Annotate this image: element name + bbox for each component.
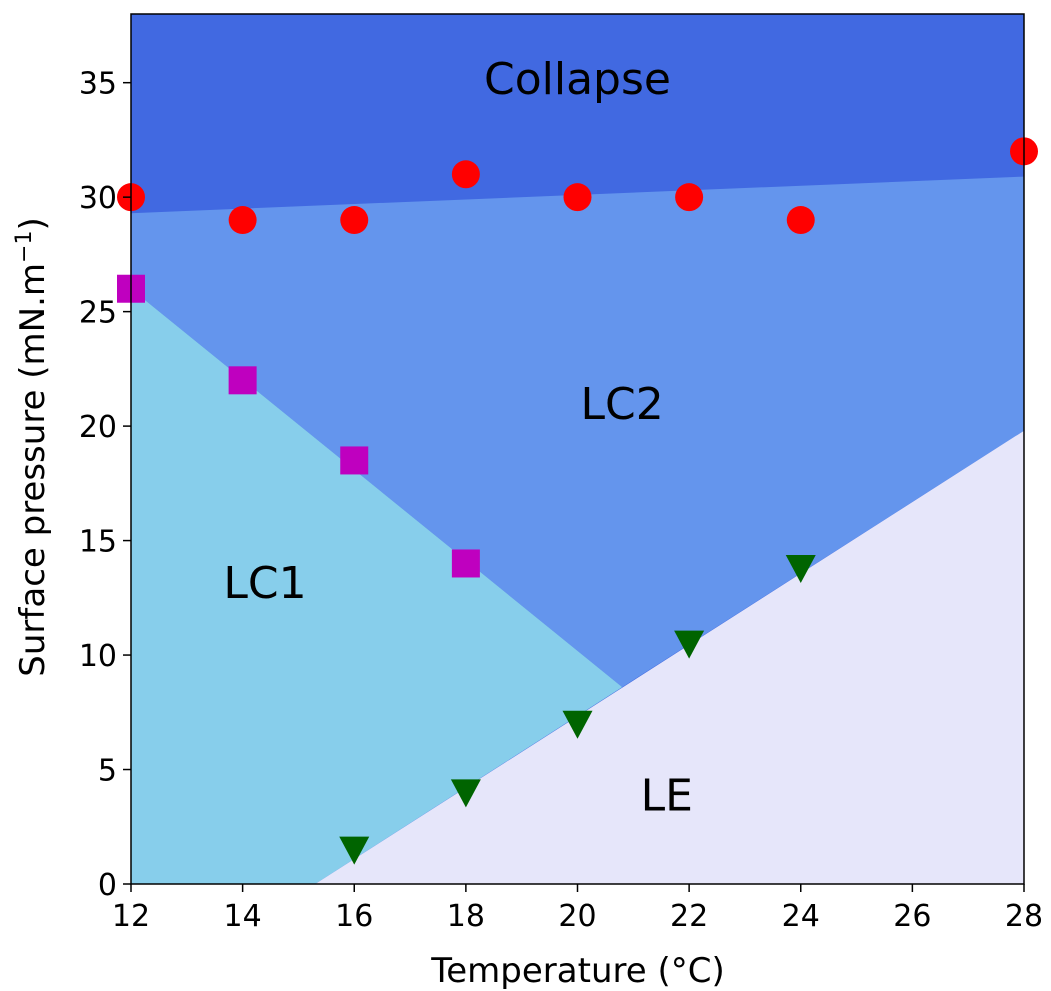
le-transition-point (674, 630, 705, 659)
x-tick-label: 16 (335, 899, 373, 934)
x-axis-title: Temperature (°C) (430, 951, 724, 991)
y-tick-label: 25 (79, 296, 117, 331)
le-transition-point (339, 836, 370, 865)
y-axis-title-main: Surface pressure (mN.m (13, 263, 53, 677)
y-tick-label: 10 (79, 639, 117, 674)
region-label-collapse: Collapse (484, 54, 671, 105)
collapse-point (451, 160, 480, 189)
x-tick-label: 26 (893, 899, 931, 934)
phase-regions (131, 14, 1024, 884)
region-le (315, 430, 1024, 884)
collapse-point (340, 206, 369, 235)
x-tick-label: 22 (670, 899, 708, 934)
collapse-point (786, 206, 815, 235)
y-tick-label: 5 (98, 754, 117, 789)
region-label-lc2: LC2 (581, 379, 664, 430)
x-tick-label: 20 (558, 899, 596, 934)
y-tick-label: 0 (98, 868, 117, 903)
region-labels: Collapse LC2 LC1 LE (223, 54, 693, 822)
collapse-point (228, 206, 257, 235)
region-label-le: LE (641, 771, 693, 822)
collapse-point (675, 183, 704, 212)
y-tick-label: 20 (79, 410, 117, 445)
x-axis: 12 14 16 18 20 22 24 26 28 (112, 884, 1043, 934)
x-tick-label: 18 (447, 899, 485, 934)
y-axis-title-close: ) (13, 217, 53, 230)
le-transition-point (562, 710, 593, 739)
y-axis-title-sup: −1 (12, 231, 37, 263)
region-label-lc1: LC1 (223, 558, 306, 609)
lc1-lc2-transition-point (451, 549, 480, 578)
x-tick-label: 14 (224, 899, 262, 934)
le-transition-point (785, 555, 816, 584)
lc1-lc2-transition-point (340, 446, 369, 475)
region-lc1 (131, 288, 623, 884)
y-axis-title: Surface pressure (mN.m−1) (12, 217, 53, 676)
y-tick-label: 30 (79, 181, 117, 216)
x-tick-label: 12 (112, 899, 150, 934)
y-tick-label: 15 (79, 525, 117, 560)
y-tick-label: 35 (79, 67, 117, 102)
collapse-point (563, 183, 592, 212)
x-tick-label: 28 (1005, 899, 1043, 934)
y-axis: 0 5 10 15 20 25 30 35 (79, 67, 131, 903)
x-tick-label: 24 (782, 899, 820, 934)
data-markers (117, 137, 1038, 865)
lc1-lc2-transition-point (228, 366, 257, 395)
le-transition-point (450, 779, 481, 808)
